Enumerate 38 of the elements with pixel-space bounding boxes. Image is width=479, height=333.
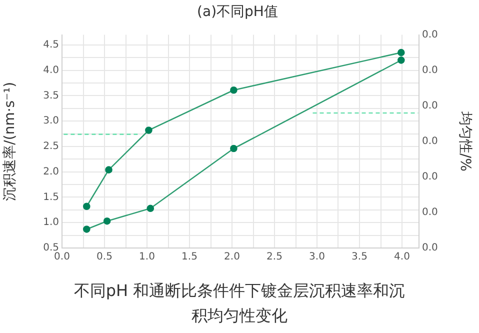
y2-axis-title: 均匀性/%	[456, 110, 473, 172]
x-tick-label: 2.5	[266, 252, 282, 263]
y-tick-label: 1.0	[43, 217, 59, 228]
x-tick-label: 0.5	[96, 252, 112, 263]
y-tick-label: 4.5	[43, 40, 59, 51]
category-label: 0.0	[422, 29, 438, 40]
category-label: 0.0	[422, 207, 438, 218]
point	[145, 126, 152, 134]
x-tick-label: 3.5	[352, 252, 368, 263]
x-tick-label: 1.5	[182, 252, 198, 263]
point	[230, 86, 238, 94]
x-tick-label: 3.0	[309, 252, 325, 263]
point	[398, 56, 405, 64]
point	[398, 48, 405, 56]
point	[230, 144, 238, 152]
category-label: 0.0	[422, 172, 438, 183]
chart-title: (a)不同pH值	[197, 4, 278, 20]
y-tick-label: 2.5	[43, 141, 59, 152]
x-tick-label: 1.0	[139, 252, 155, 263]
point	[146, 204, 154, 212]
x-tick-label: 2.0	[224, 252, 240, 263]
y-tick-label: 4.0	[43, 64, 59, 76]
point	[83, 202, 90, 210]
x-tick-label: 0.0	[54, 252, 70, 263]
y-axis-title: 沉积速率/(nm·s⁻¹)	[2, 82, 18, 201]
y-tick-label: 3.0	[43, 116, 59, 127]
category-label: 0.0	[422, 100, 438, 112]
y-tick-label: 1.5	[43, 192, 59, 203]
text: 不同pH 和通断比条件件下镀金层沉积速率和沉积均匀性变化	[72, 280, 406, 327]
y-tick-label: 3.5	[43, 90, 59, 102]
point	[103, 217, 111, 225]
point	[105, 166, 112, 174]
category-label: 0.0	[422, 64, 438, 76]
x-tick-label: 4.0	[394, 252, 410, 263]
point	[83, 226, 90, 233]
category-label: 0.0	[422, 242, 438, 254]
category-label: 0.0	[422, 136, 438, 147]
y-tick-label: 2.0	[43, 166, 59, 178]
